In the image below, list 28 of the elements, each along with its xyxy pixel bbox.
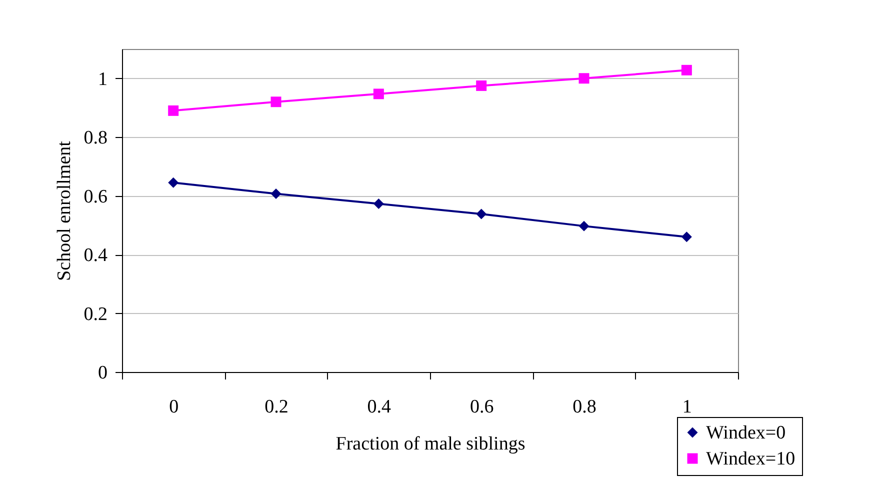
y-tick-label: 0.2 — [84, 304, 108, 325]
x-tick-label: 1 — [682, 396, 692, 418]
y-tick-label: 1 — [98, 68, 108, 90]
point — [373, 88, 384, 100]
y-tick-label: 0.6 — [84, 186, 108, 208]
point — [373, 198, 384, 209]
point — [578, 220, 590, 232]
x-axis-title: Fraction of male siblings — [336, 434, 526, 454]
point — [168, 105, 179, 116]
point — [681, 232, 692, 242]
legend-label: Windex=10 — [706, 448, 796, 470]
point — [168, 177, 179, 188]
y-axis-title: School enrollment — [54, 140, 75, 281]
legend-label: Windex=0 — [706, 422, 786, 444]
x-tick-label: 0.8 — [572, 396, 596, 418]
point — [578, 73, 590, 84]
point — [681, 64, 692, 76]
x-tick-label: 0.6 — [470, 396, 494, 418]
point — [270, 188, 282, 200]
y-tick-label: 0.4 — [84, 245, 108, 266]
point — [476, 208, 487, 220]
x-tick-label: 0.4 — [367, 396, 392, 418]
point — [476, 80, 487, 91]
point — [270, 96, 282, 108]
x-tick-label: 0.2 — [264, 396, 288, 418]
y-tick-label: 0 — [98, 362, 108, 384]
x-tick-label: 0 — [169, 396, 179, 418]
y-tick-label: 0.8 — [84, 128, 108, 149]
